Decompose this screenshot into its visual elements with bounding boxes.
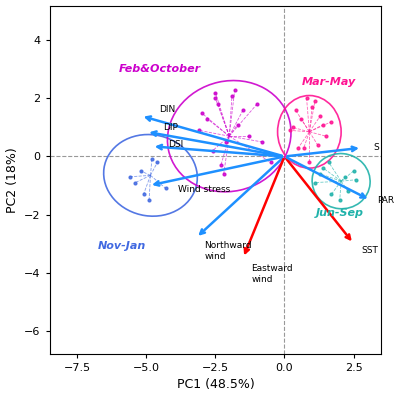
Text: Eastward
wind: Eastward wind [251, 264, 293, 284]
Text: Mar-May: Mar-May [302, 77, 356, 87]
Text: DIN: DIN [159, 105, 175, 114]
X-axis label: PC1 (48.5%): PC1 (48.5%) [176, 378, 254, 391]
Text: Wind stress: Wind stress [178, 185, 230, 195]
Y-axis label: PC2 (18%): PC2 (18%) [6, 147, 18, 212]
Text: SST: SST [362, 246, 379, 255]
Text: Nov-Jan: Nov-Jan [97, 241, 146, 251]
Text: PAR: PAR [377, 196, 394, 204]
Text: DIP: DIP [163, 123, 178, 132]
Text: Northward
wind: Northward wind [204, 241, 252, 260]
Text: DSI: DSI [168, 141, 184, 149]
Text: Feb&October: Feb&October [119, 64, 201, 74]
Text: S: S [373, 143, 379, 152]
Text: Jun-Sep: Jun-Sep [316, 208, 364, 218]
